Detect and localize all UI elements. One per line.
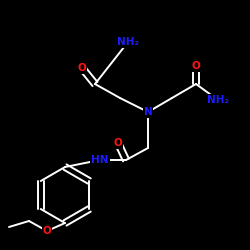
Text: O: O [78, 63, 86, 73]
Text: N: N [144, 107, 152, 117]
Text: O: O [114, 138, 122, 148]
Text: NH₂: NH₂ [117, 37, 139, 47]
Text: NH₂: NH₂ [207, 95, 229, 105]
Text: HN: HN [91, 155, 109, 165]
Text: O: O [42, 226, 51, 236]
Text: O: O [192, 61, 200, 71]
